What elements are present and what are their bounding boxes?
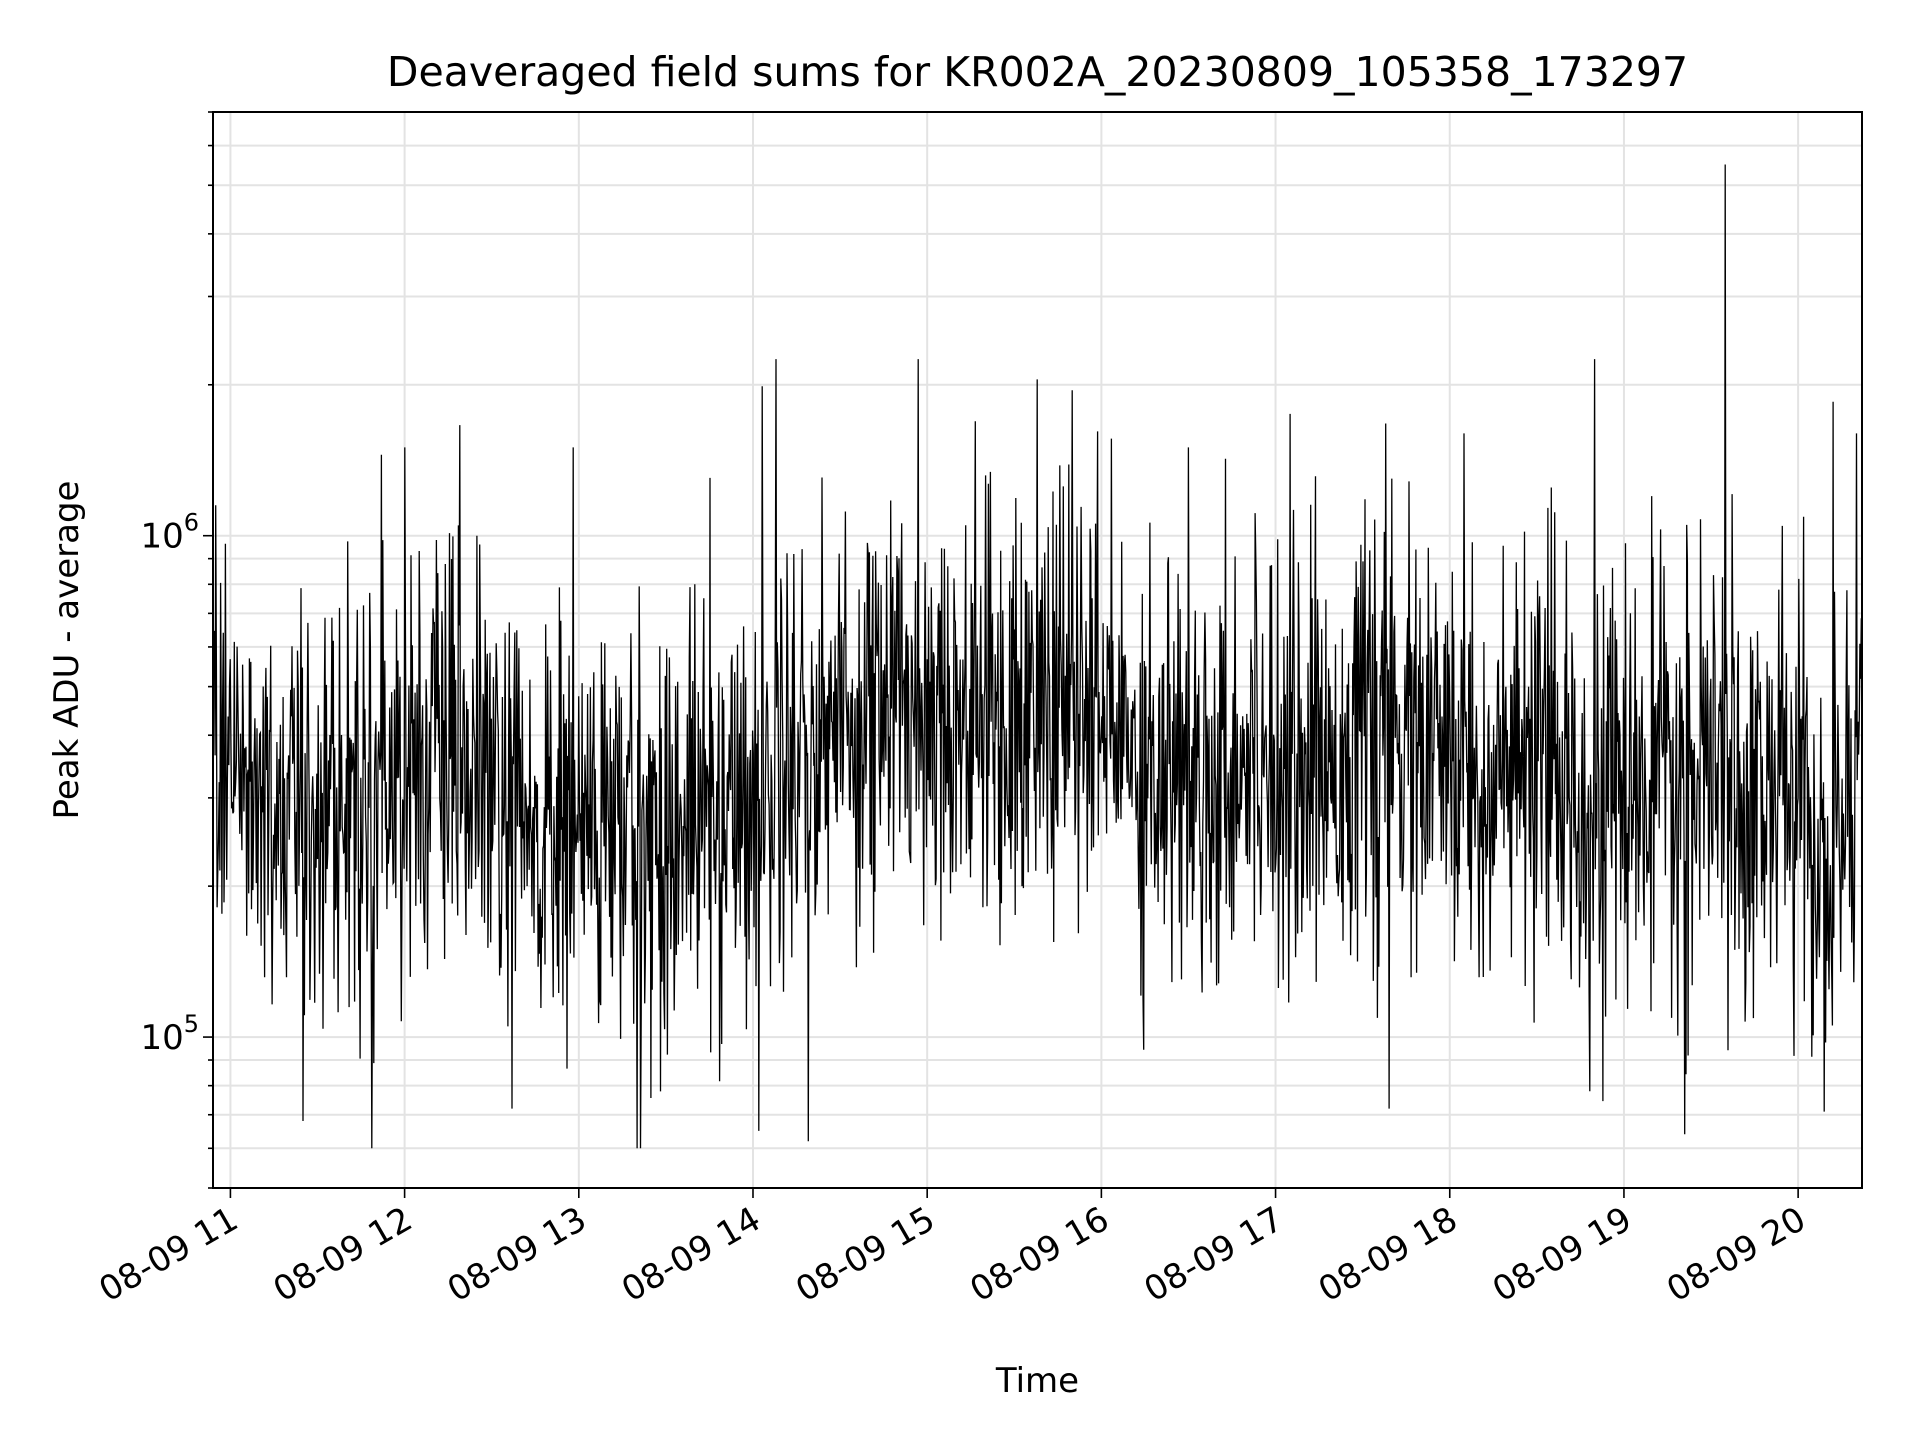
plot-area [213, 164, 1862, 1149]
series-line [213, 164, 1862, 1149]
x-axis-label: Time [995, 1361, 1079, 1401]
chart-title: Deaveraged field sums for KR002A_2023080… [387, 48, 1688, 96]
y-tick-label: 106 [140, 509, 199, 557]
y-axis-label: Peak ADU - average [47, 481, 87, 820]
y-tick-label: 105 [140, 1010, 199, 1058]
plot-frame [212, 111, 1863, 1189]
y-axis: 105 106 [140, 111, 213, 1189]
